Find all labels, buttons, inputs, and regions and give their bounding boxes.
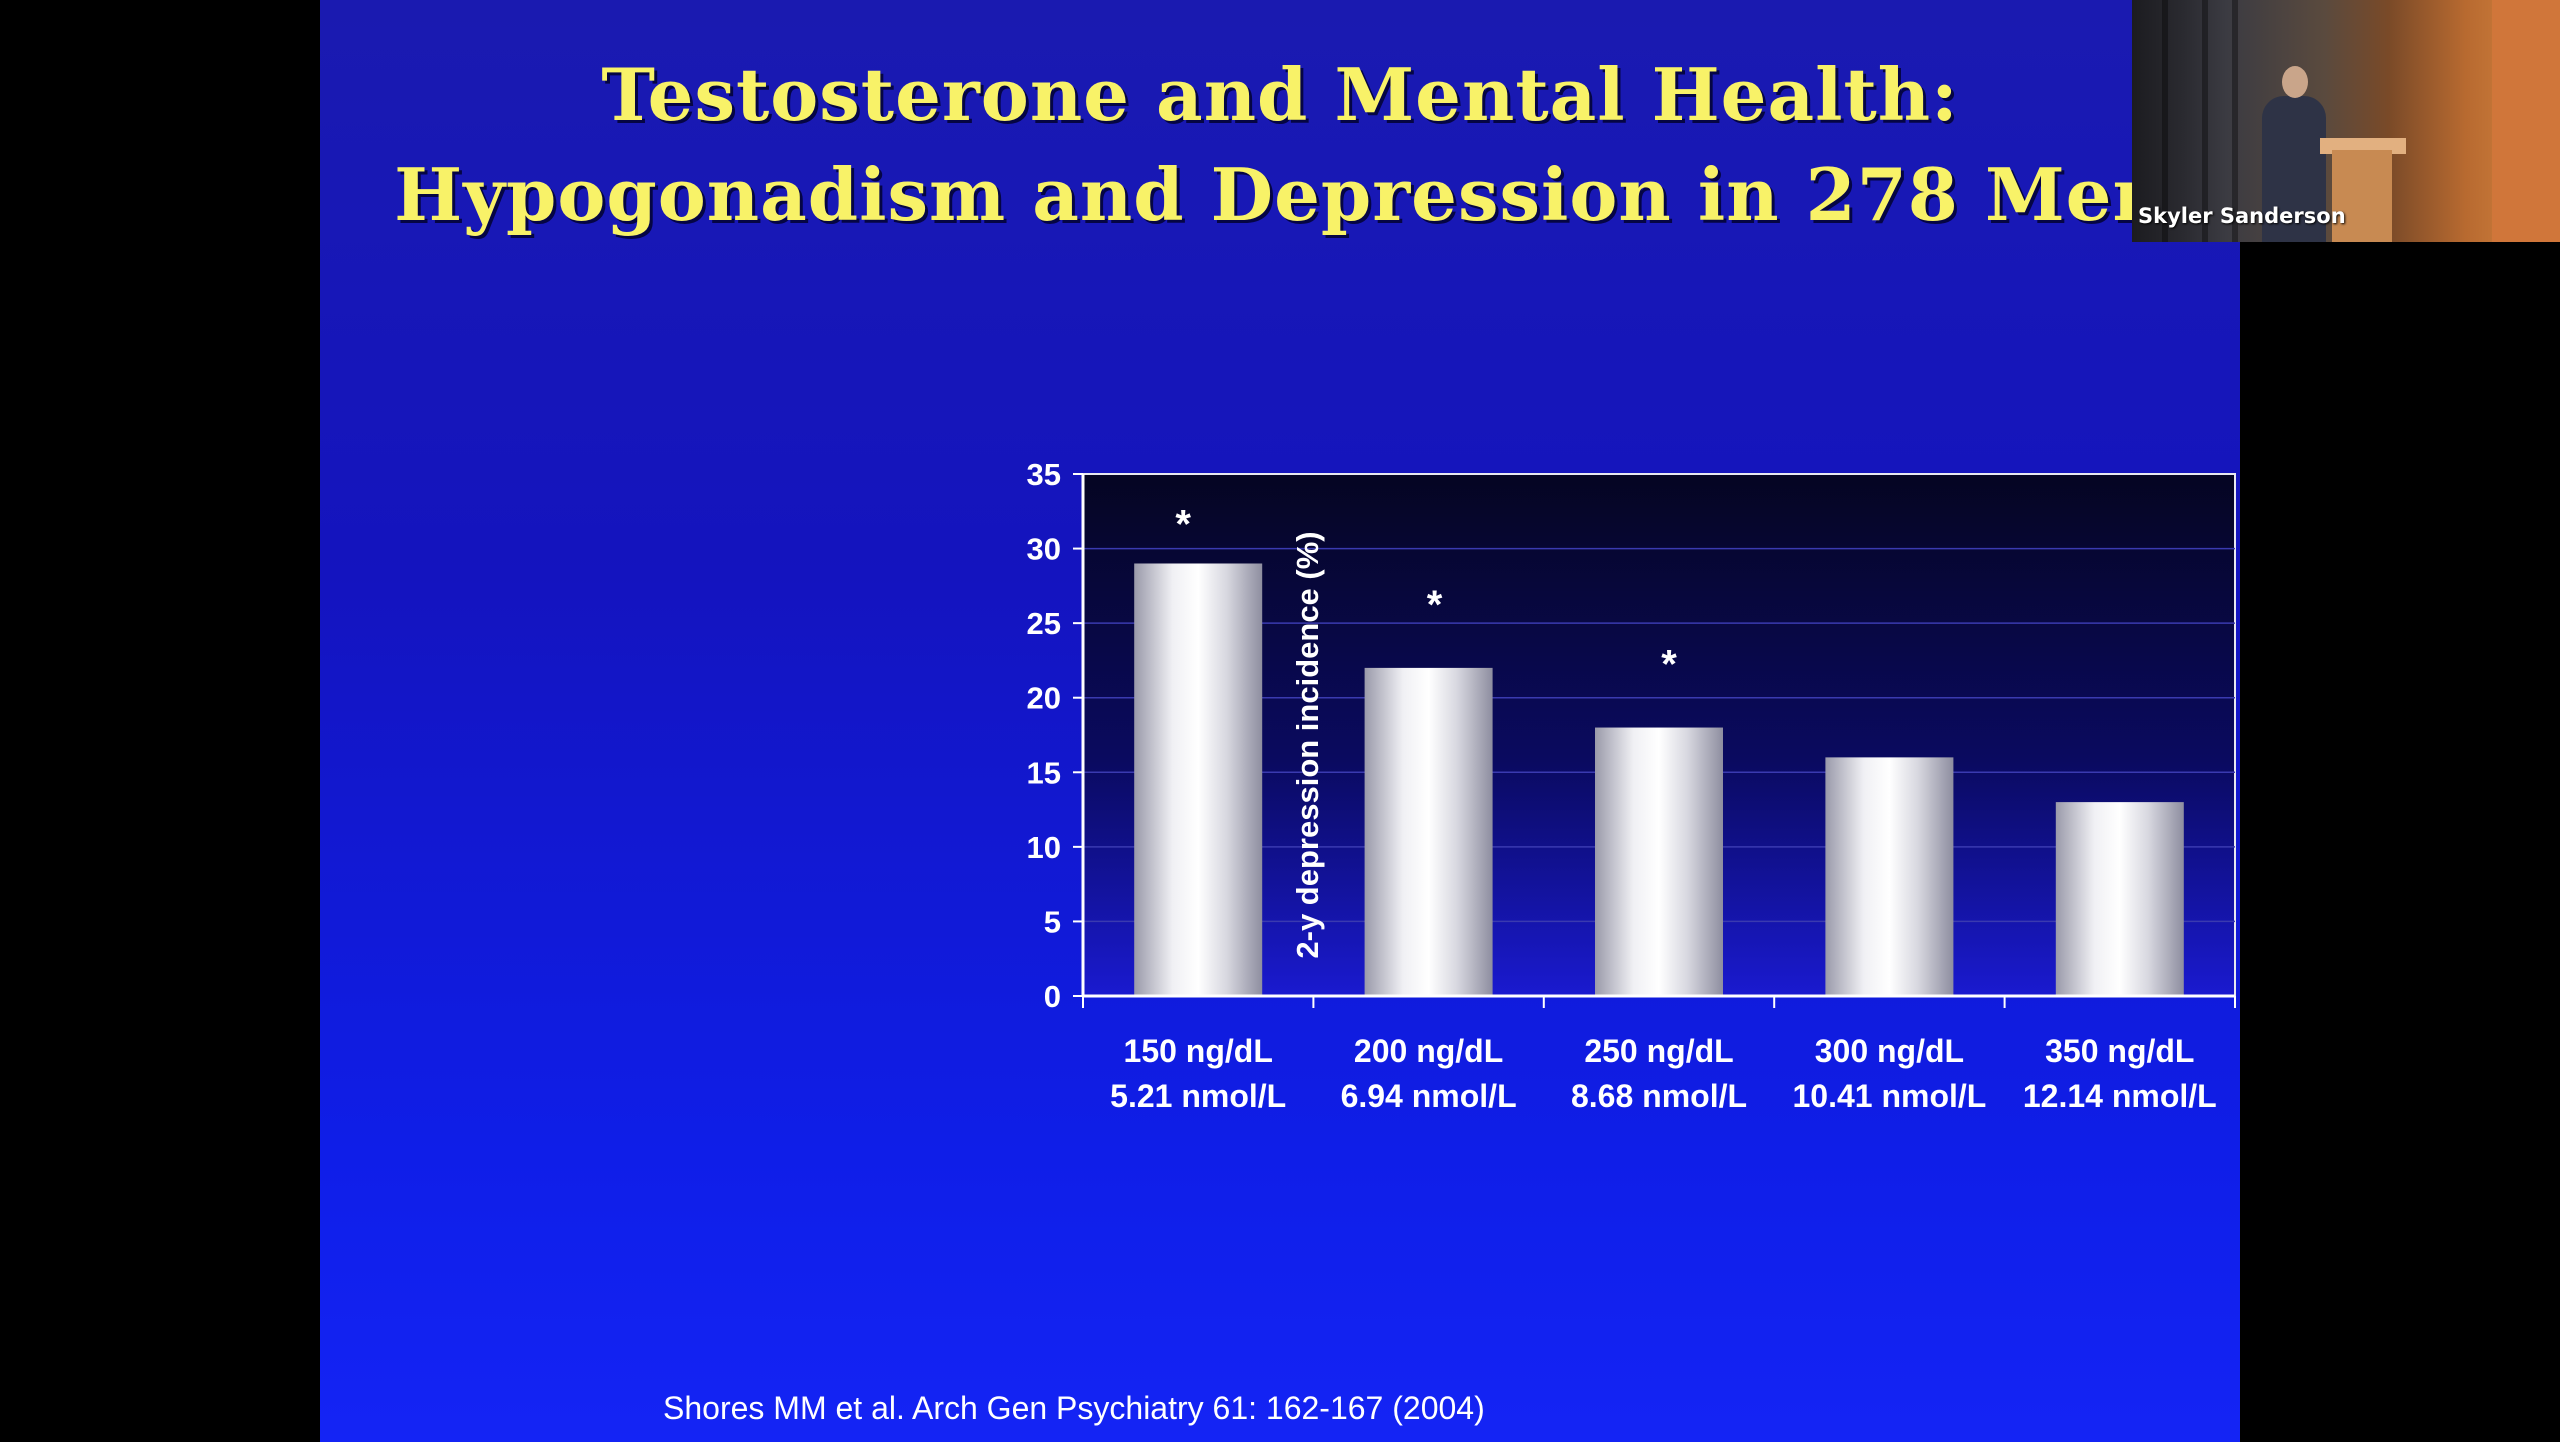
bar [2055,802,2184,996]
x-tick-label: 350 ng/dL [2045,1033,2194,1069]
y-tick-label: 0 [1044,979,1061,1014]
y-axis-label: 2-y depression incidence (%) [1290,531,1325,958]
x-tick-label: 8.68 nmol/L [1571,1078,1747,1114]
y-tick-labels: 0 5 10 15 20 25 30 35 [1027,457,1083,1014]
x-tick-label: 300 ng/dL [1815,1033,1964,1069]
participant-video-tile[interactable]: Skyler Sanderson [2132,0,2560,242]
participant-name-label: Skyler Sanderson [2138,204,2346,228]
axes [1081,474,2236,1008]
y-tick-label: 5 [1044,904,1061,939]
y-tick-label: 30 [1027,532,1061,567]
y-tick-label: 15 [1027,755,1061,790]
bar [1825,757,1954,996]
curtain-fold [2202,0,2208,242]
significance-markers: * * * [1175,502,1677,686]
presentation-slide: Testosterone and Mental Health: Hypogona… [320,0,2240,1442]
speaker-head [2282,66,2308,98]
x-tick-labels: 150 ng/dL 5.21 nmol/L 200 ng/dL 6.94 nmol/L… [1110,1033,2217,1114]
wall-panel [2492,0,2560,242]
bar-chart: * * * 0 5 10 15 20 25 30 35 150 ng/dL 5.21 nmol/L 2… [1027,457,2236,1114]
speaker-body [2262,96,2326,242]
y-tick-label: 20 [1027,681,1061,716]
y-tick-label: 10 [1027,830,1061,865]
y-tick-label: 35 [1027,457,1061,492]
bars [1134,563,2184,996]
x-tick-label: 12.14 nmol/L [2023,1078,2217,1114]
bar [1595,727,1723,996]
x-tick-label: 6.94 nmol/L [1341,1078,1517,1114]
y-tick-label: 25 [1027,606,1061,641]
x-tick-label: 5.21 nmol/L [1110,1078,1286,1114]
citation: Shores MM et al. Arch Gen Psychiatry 61:… [663,1390,1485,1426]
significance-asterisk: * [1175,502,1191,546]
x-tick-label: 250 ng/dL [1584,1033,1733,1069]
podium [2332,150,2392,242]
x-tick-label: 10.41 nmol/L [1792,1078,1986,1114]
significance-asterisk: * [1661,643,1677,687]
slide-title-line-2: Hypogonadism and Depression in 278 Men [394,152,2166,237]
significance-asterisk: * [1427,583,1443,627]
bar [1134,563,1263,996]
x-tick-label: 200 ng/dL [1354,1033,1503,1069]
curtain-fold [2232,0,2238,242]
x-tick-label: 150 ng/dL [1124,1033,1273,1069]
bar [1364,667,1493,996]
slide-title-line-1: Testosterone and Mental Health: [601,52,1959,137]
curtain-fold [2162,0,2168,242]
